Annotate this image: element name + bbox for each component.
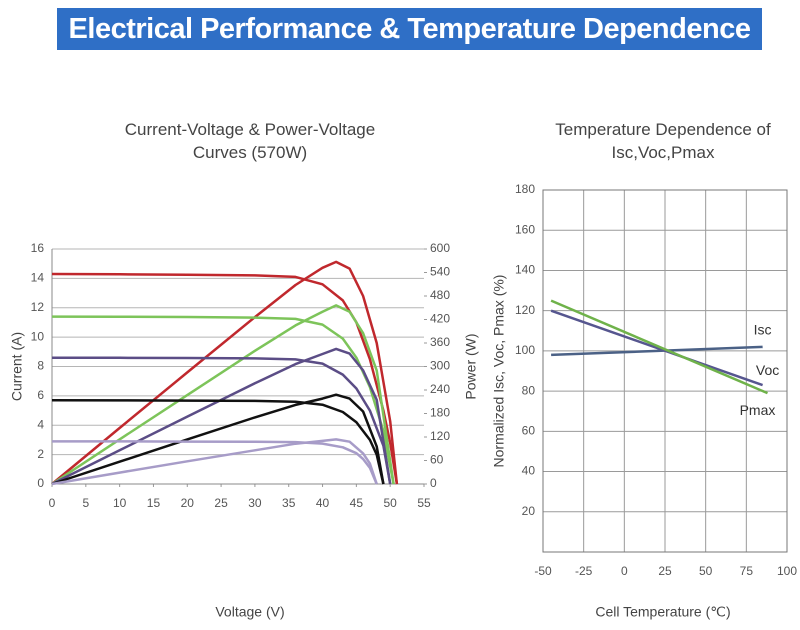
y-tick-label: 4	[37, 417, 44, 431]
x-tick-label: 5	[82, 496, 89, 510]
y-tick-label: 0	[37, 476, 44, 490]
y2-tick-label: 480	[430, 288, 450, 302]
x-tick-label: 50	[699, 564, 713, 578]
y-tick-label: 80	[522, 383, 536, 397]
y-tick-label: 180	[515, 182, 535, 196]
y-tick-label: 2	[37, 447, 44, 461]
y2-tick-label: 60	[430, 453, 444, 467]
x-tick-label: 20	[181, 496, 195, 510]
y2-tick-label: 240	[430, 382, 450, 396]
y2-tick-label: 420	[430, 312, 450, 326]
x-tick-label: 55	[417, 496, 431, 510]
x-tick-label: -50	[534, 564, 552, 578]
y-tick-label: 6	[37, 388, 44, 402]
y-tick-label: 12	[31, 300, 45, 314]
x-tick-label: 45	[350, 496, 364, 510]
y-tick-label: 100	[515, 343, 535, 357]
x-axis-label: Voltage (V)	[215, 604, 284, 620]
y-axis-label: Normalized Isc, Voc, Pmax (%)	[491, 275, 507, 468]
y2-tick-label: 0	[430, 476, 437, 490]
y-tick-label: 160	[515, 222, 535, 236]
y-tick-label: 140	[515, 263, 535, 277]
chart-title: Current-Voltage & Power-Voltage Curves (…	[124, 120, 376, 162]
x-tick-label: 100	[777, 564, 797, 578]
y-tick-label: 120	[515, 303, 535, 317]
y2-tick-label: 120	[430, 429, 450, 443]
y-tick-label: 60	[522, 424, 536, 438]
series-label: Isc	[754, 322, 772, 338]
series-line	[550, 309, 764, 387]
y-tick-label: 40	[522, 464, 536, 478]
x-tick-label: 15	[147, 496, 161, 510]
series-line	[51, 315, 395, 485]
series-line	[52, 440, 378, 485]
y-axis-label: Current (A)	[9, 332, 25, 401]
x-tick-label: 0	[621, 564, 628, 578]
series-line	[51, 399, 385, 485]
x-axis-label: Cell Temperature (℃)	[595, 604, 730, 620]
chart-title: Temperature Dependence of Isc,Voc,Pmax	[555, 120, 771, 162]
y2-tick-label: 360	[430, 335, 450, 349]
x-tick-label: 35	[282, 496, 296, 510]
y-tick-label: 8	[37, 359, 44, 373]
x-tick-label: 40	[316, 496, 330, 510]
x-tick-label: 50	[384, 496, 398, 510]
series-line	[550, 299, 768, 395]
series-label: Voc	[756, 362, 779, 378]
y-tick-label: 10	[31, 329, 45, 343]
y-tick-label: 20	[522, 504, 536, 518]
x-tick-label: 10	[113, 496, 127, 510]
series-line	[51, 272, 399, 485]
plot-border	[542, 189, 788, 553]
series-line	[551, 345, 763, 357]
x-tick-label: -25	[575, 564, 593, 578]
y-tick-label: 16	[31, 241, 45, 255]
series-line	[51, 438, 378, 486]
y2-tick-label: 300	[430, 359, 450, 373]
banner-title: Electrical Performance & Temperature Dep…	[57, 8, 762, 50]
x-tick-label: 30	[248, 496, 262, 510]
y2-tick-label: 180	[430, 406, 450, 420]
series-line	[51, 304, 395, 486]
y-tick-label: 14	[31, 271, 45, 285]
y2-axis-label: Power (W)	[463, 333, 479, 399]
y2-tick-label: 540	[430, 265, 450, 279]
series-line	[51, 260, 399, 485]
series-label: Pmax	[740, 402, 776, 418]
x-tick-label: 25	[658, 564, 672, 578]
series-line	[51, 347, 392, 486]
x-tick-label: 25	[214, 496, 228, 510]
x-tick-label: 0	[49, 496, 56, 510]
x-tick-label: 75	[740, 564, 754, 578]
series-line	[51, 393, 385, 486]
series-line	[51, 356, 392, 485]
y2-tick-label: 600	[430, 241, 450, 255]
